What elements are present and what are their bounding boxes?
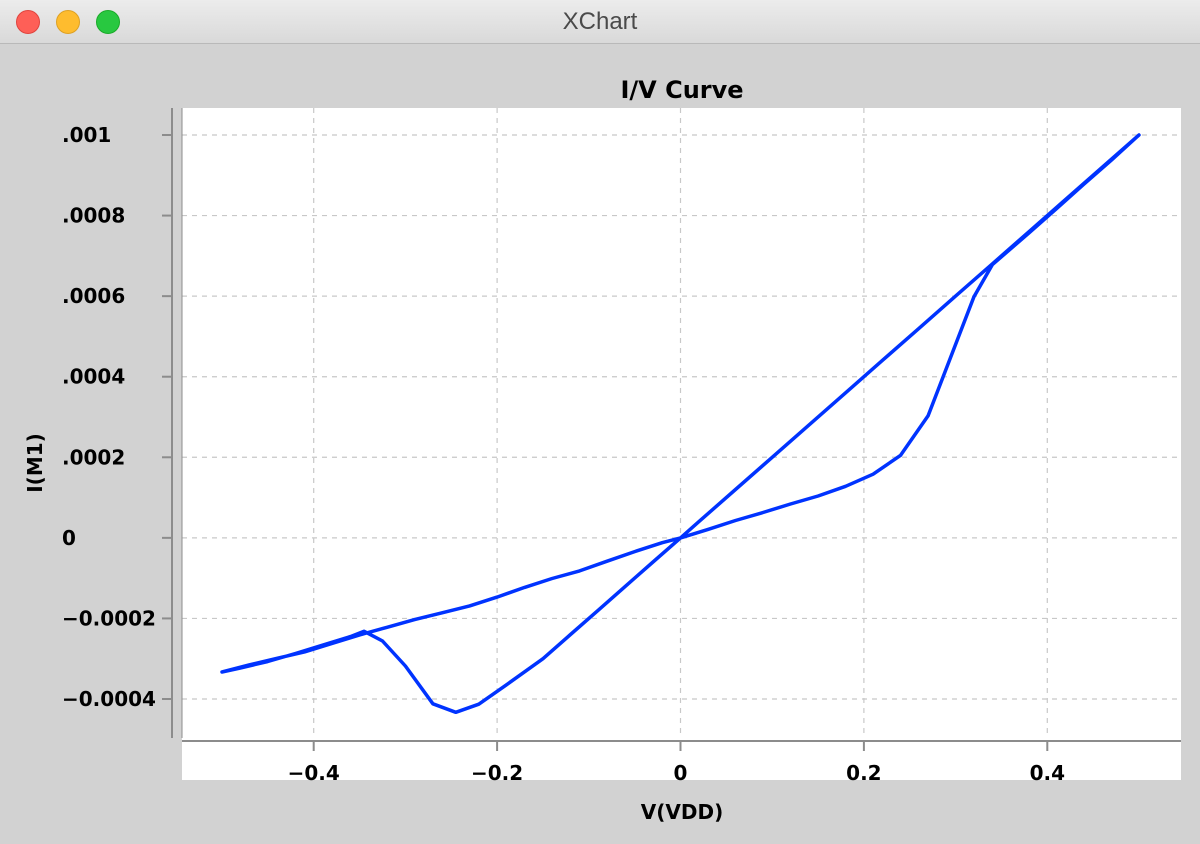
zoom-window-button[interactable] — [96, 10, 120, 34]
window-titlebar[interactable]: XChart — [0, 0, 1200, 44]
close-window-button[interactable] — [16, 10, 40, 34]
series-line-0 — [220, 133, 1141, 715]
x-tick-label: −0.2 — [471, 761, 523, 785]
x-axis-ticks: −0.4 −0.2 0 0.2 0.4 — [288, 741, 1065, 785]
plot-area — [182, 108, 1181, 780]
x-tick-label: 0.4 — [1030, 761, 1065, 785]
iv-chart: I/V Curve −0.4 −0.2 0 0.2 0.4 .001 .0008 .0006… — [23, 76, 1181, 824]
y-tick-label: −0.0002 — [62, 606, 156, 630]
y-tick-label: .0004 — [62, 365, 125, 389]
y-tick-label: −0.0004 — [62, 687, 156, 711]
x-tick-label: 0 — [674, 761, 688, 785]
y-tick-label: 0 — [62, 526, 76, 550]
x-tick-label: 0.2 — [846, 761, 881, 785]
y-tick-label: .0006 — [62, 284, 125, 308]
y-tick-label: .001 — [62, 123, 111, 147]
window-title: XChart — [562, 8, 638, 35]
y-tick-label: .0008 — [62, 204, 125, 228]
series-layer — [220, 133, 1141, 715]
chart-title: I/V Curve — [620, 76, 743, 104]
y-tick-label: .0002 — [62, 445, 125, 469]
y-axis-ticks: .001 .0008 .0006 .0004 .0002 0 −0.0002 −0.0004 — [62, 123, 172, 711]
x-axis-label: V(VDD) — [641, 800, 723, 824]
y-axis-label: I(M1) — [23, 433, 47, 493]
x-tick-label: −0.4 — [288, 761, 340, 785]
grid-lines — [182, 108, 1181, 738]
minimize-window-button[interactable] — [56, 10, 80, 34]
